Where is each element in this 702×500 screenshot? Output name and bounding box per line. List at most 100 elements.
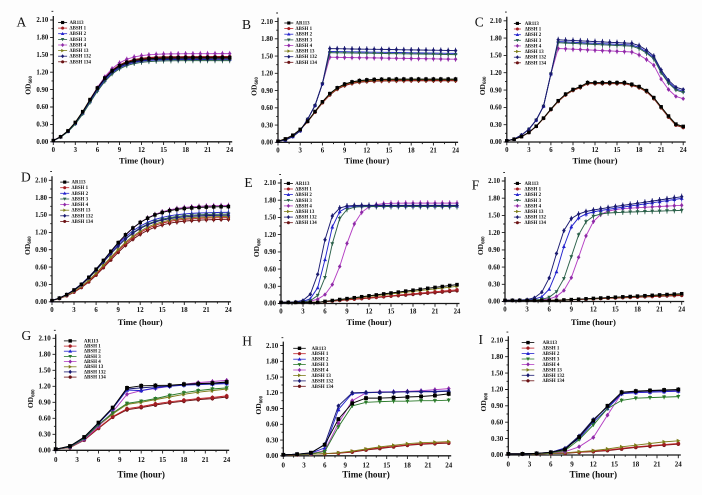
svg-text:0.00: 0.00: [264, 301, 276, 308]
svg-text:24: 24: [680, 147, 687, 154]
svg-text:0.00: 0.00: [490, 139, 502, 146]
svg-text:0.30: 0.30: [488, 282, 500, 289]
svg-text:ΔBSH 2: ΔBSH 2: [543, 352, 560, 357]
svg-text:1.80: 1.80: [491, 353, 504, 361]
svg-text:3: 3: [72, 307, 76, 314]
svg-text:24: 24: [678, 307, 685, 314]
svg-text:1.20: 1.20: [264, 232, 276, 239]
svg-text:ΔBSH 4: ΔBSH 4: [70, 44, 87, 49]
svg-text:18: 18: [410, 309, 417, 316]
svg-text:0.30: 0.30: [261, 122, 273, 129]
svg-text:1.50: 1.50: [266, 373, 279, 381]
svg-text:12: 12: [592, 147, 599, 154]
svg-text:0.90: 0.90: [490, 87, 502, 94]
svg-text:6: 6: [321, 147, 325, 154]
svg-text:AR113: AR113: [70, 21, 85, 26]
svg-text:ΔBSH 13: ΔBSH 13: [296, 50, 316, 55]
svg-text:15: 15: [159, 307, 166, 314]
svg-text:3: 3: [301, 309, 305, 316]
svg-text:0.30: 0.30: [266, 436, 279, 444]
svg-text:24: 24: [226, 147, 233, 154]
svg-text:ΔBSH 4: ΔBSH 4: [84, 360, 101, 365]
svg-text:ΔBSH 134: ΔBSH 134: [72, 220, 94, 225]
svg-text:15: 15: [614, 147, 621, 154]
svg-text:0.60: 0.60: [490, 105, 502, 112]
svg-text:I: I: [479, 332, 484, 347]
svg-text:0.00: 0.00: [38, 447, 51, 455]
svg-text:1.80: 1.80: [266, 358, 279, 366]
svg-text:3: 3: [528, 461, 532, 469]
svg-text:0.90: 0.90: [38, 399, 51, 407]
svg-text:0.30: 0.30: [36, 122, 48, 129]
svg-text:6: 6: [549, 147, 553, 154]
svg-text:ΔBSH 132: ΔBSH 132: [70, 55, 92, 60]
svg-text:0.00: 0.00: [261, 140, 273, 147]
svg-text:0: 0: [276, 147, 280, 154]
svg-text:24: 24: [225, 307, 232, 314]
svg-text:3: 3: [75, 456, 79, 464]
svg-text:21: 21: [203, 307, 210, 314]
svg-text:G: G: [22, 328, 32, 343]
svg-text:21: 21: [656, 307, 663, 314]
svg-text:ΔBSH 134: ΔBSH 134: [525, 221, 547, 226]
svg-text:6: 6: [94, 307, 98, 314]
svg-text:6: 6: [323, 309, 327, 316]
svg-text:ΔBSH 13: ΔBSH 13: [543, 368, 563, 373]
svg-text:0.90: 0.90: [266, 405, 279, 413]
svg-text:OD600: OD600: [252, 238, 262, 257]
svg-text:0.00: 0.00: [488, 299, 500, 306]
svg-text:1.80: 1.80: [264, 197, 276, 204]
svg-text:ΔBSH 13: ΔBSH 13: [84, 365, 104, 370]
svg-text:6: 6: [549, 461, 553, 469]
svg-text:1.20: 1.20: [488, 230, 500, 237]
svg-text:24: 24: [445, 461, 453, 469]
svg-text:15: 15: [611, 461, 619, 469]
svg-text:9: 9: [344, 461, 348, 469]
svg-text:Time (hour): Time (hour): [344, 156, 389, 166]
svg-text:Time (hour): Time (hour): [570, 470, 618, 480]
svg-text:9: 9: [571, 147, 575, 154]
svg-text:0.30: 0.30: [38, 431, 51, 439]
svg-text:ΔBSH 3: ΔBSH 3: [525, 39, 542, 44]
svg-text:C: C: [475, 15, 484, 30]
svg-text:0.60: 0.60: [491, 418, 504, 426]
svg-text:ΔBSH 3: ΔBSH 3: [72, 198, 89, 203]
svg-text:0: 0: [503, 307, 507, 314]
svg-text:24: 24: [675, 461, 683, 469]
svg-text:ΔBSH 1: ΔBSH 1: [84, 345, 101, 350]
svg-text:0.00: 0.00: [266, 452, 279, 460]
svg-text:ΔBSH 134: ΔBSH 134: [295, 221, 317, 226]
svg-text:15: 15: [160, 147, 167, 154]
svg-text:3: 3: [298, 147, 302, 154]
svg-text:ΔBSH 1: ΔBSH 1: [525, 28, 542, 33]
svg-text:21: 21: [654, 461, 662, 469]
svg-text:15: 15: [383, 461, 391, 469]
svg-text:12: 12: [363, 461, 371, 469]
svg-text:0: 0: [50, 307, 54, 314]
svg-text:ΔBSH 3: ΔBSH 3: [296, 38, 313, 43]
svg-text:3: 3: [74, 147, 78, 154]
svg-text:ΔBSH 132: ΔBSH 132: [525, 56, 547, 61]
svg-text:AR113: AR113: [525, 182, 540, 187]
svg-text:0.60: 0.60: [261, 105, 273, 112]
svg-text:0.90: 0.90: [261, 88, 273, 95]
svg-text:6: 6: [97, 456, 101, 464]
svg-text:ΔBSH 132: ΔBSH 132: [72, 214, 94, 219]
svg-text:Time (hour): Time (hour): [342, 470, 390, 480]
svg-text:ΔBSH 3: ΔBSH 3: [543, 358, 560, 363]
svg-text:ΔBSH 132: ΔBSH 132: [543, 374, 565, 379]
svg-text:0.90: 0.90: [36, 87, 48, 94]
svg-text:3: 3: [525, 307, 529, 314]
svg-text:0.60: 0.60: [38, 415, 51, 423]
svg-text:ΔBSH 4: ΔBSH 4: [543, 363, 560, 368]
svg-text:18: 18: [182, 147, 189, 154]
svg-text:1.50: 1.50: [35, 212, 47, 219]
svg-text:1.50: 1.50: [261, 53, 273, 60]
svg-text:ΔBSH 2: ΔBSH 2: [70, 32, 87, 37]
svg-text:0.60: 0.60: [266, 421, 279, 429]
svg-text:ΔBSH 2: ΔBSH 2: [525, 193, 542, 198]
svg-text:2.10: 2.10: [261, 19, 273, 26]
svg-text:ΔBSH 4: ΔBSH 4: [296, 44, 313, 49]
svg-text:12: 12: [138, 147, 145, 154]
svg-text:ΔBSH 134: ΔBSH 134: [312, 385, 334, 390]
